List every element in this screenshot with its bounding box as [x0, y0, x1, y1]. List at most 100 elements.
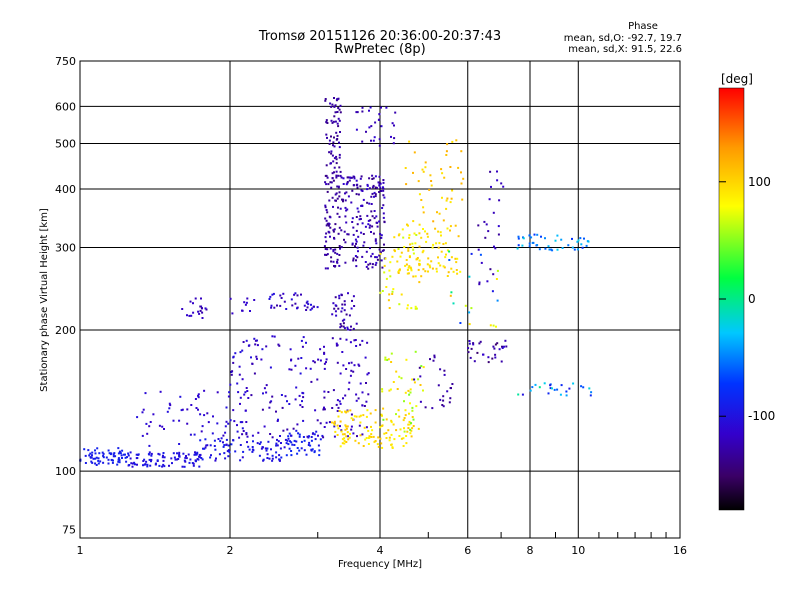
data-point: [338, 297, 341, 300]
data-point: [290, 441, 293, 444]
data-point: [484, 236, 487, 239]
data-point: [300, 447, 303, 450]
data-point: [429, 266, 432, 269]
data-point: [437, 230, 440, 233]
data-point: [329, 102, 332, 105]
data-point: [206, 444, 209, 447]
data-point: [350, 428, 353, 431]
data-point: [411, 416, 414, 418]
data-point: [270, 306, 273, 309]
data-point: [329, 181, 332, 184]
data-point: [150, 458, 153, 461]
data-point: [424, 161, 427, 164]
data-point: [97, 462, 100, 465]
data-point: [459, 322, 462, 324]
data-point: [422, 228, 424, 230]
data-point: [199, 413, 202, 416]
data-point: [273, 335, 276, 338]
data-point: [450, 387, 452, 390]
data-point: [338, 141, 340, 144]
data-point: [328, 421, 331, 424]
data-point: [347, 388, 350, 391]
data-point: [283, 446, 286, 449]
data-point: [291, 443, 294, 446]
data-point: [112, 459, 114, 462]
data-point: [359, 177, 362, 180]
data-point: [157, 452, 160, 455]
data-point: [126, 456, 128, 459]
data-point: [156, 459, 159, 462]
data-point: [203, 447, 206, 450]
data-point: [270, 304, 273, 307]
data-point: [108, 452, 111, 455]
data-point: [382, 407, 385, 410]
data-point: [361, 255, 364, 258]
data-point: [271, 293, 274, 296]
data-point: [456, 272, 459, 275]
data-point: [374, 239, 377, 242]
data-point: [328, 139, 331, 142]
data-point: [480, 261, 483, 264]
data-point: [168, 402, 171, 405]
data-point: [401, 228, 404, 231]
data-point: [270, 400, 273, 403]
data-point: [334, 223, 337, 226]
data-point: [544, 237, 546, 240]
data-point: [560, 384, 563, 387]
plot-frame: [79, 60, 681, 539]
data-point: [337, 174, 340, 177]
data-point: [372, 232, 375, 235]
data-point: [271, 459, 274, 462]
data-point: [391, 122, 394, 125]
data-point: [409, 391, 412, 394]
data-point: [430, 180, 433, 182]
data-point: [336, 410, 339, 412]
data-point: [241, 309, 244, 312]
data-point: [530, 236, 533, 239]
data-point: [131, 462, 134, 465]
data-point: [324, 206, 327, 209]
data-point: [192, 462, 195, 465]
data-point: [536, 233, 539, 236]
data-point: [354, 255, 357, 257]
data-point: [346, 326, 349, 329]
data-point: [284, 395, 287, 398]
data-point: [445, 253, 447, 256]
data-point: [496, 299, 499, 302]
data-point: [547, 392, 550, 395]
data-point: [330, 105, 333, 108]
data-point: [335, 162, 338, 165]
data-point: [306, 306, 309, 309]
data-point: [402, 437, 405, 440]
data-point: [455, 261, 458, 264]
data-point: [114, 455, 117, 458]
data-point: [414, 242, 417, 245]
data-point: [435, 242, 438, 245]
data-point: [442, 405, 445, 408]
data-point: [332, 250, 335, 253]
data-point: [408, 236, 411, 239]
data-point: [347, 292, 349, 295]
data-point: [412, 248, 415, 251]
data-point: [468, 340, 471, 342]
data-point: [246, 435, 249, 438]
data-point: [437, 384, 440, 387]
data-point: [503, 345, 505, 348]
data-point: [372, 139, 375, 142]
data-point: [300, 339, 303, 342]
data-point: [94, 457, 97, 460]
data-point: [336, 258, 339, 261]
data-point: [205, 444, 208, 447]
data-point: [385, 418, 388, 421]
data-point: [295, 440, 298, 443]
data-point: [343, 442, 346, 445]
data-point: [340, 429, 343, 432]
data-point: [245, 432, 248, 434]
data-point: [461, 198, 464, 201]
data-point: [377, 436, 380, 439]
data-point: [198, 312, 201, 315]
data-point: [145, 460, 148, 463]
data-point: [427, 257, 430, 260]
data-point: [365, 382, 367, 384]
data-point: [371, 225, 374, 228]
